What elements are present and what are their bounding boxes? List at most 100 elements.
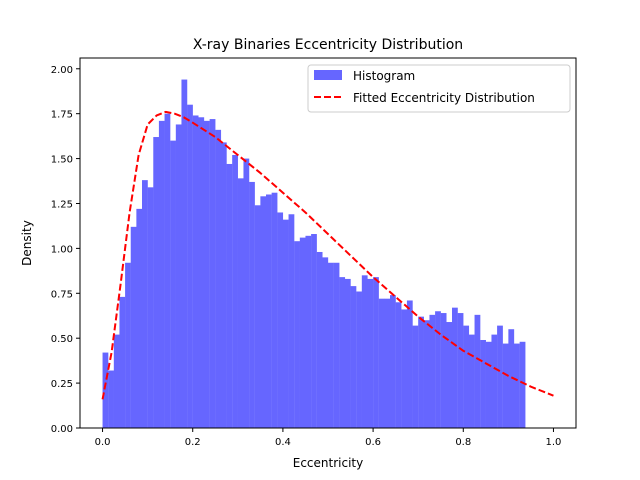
y-tick-label: 1.25	[51, 199, 73, 210]
histogram-bar	[322, 257, 329, 428]
histogram-bar	[468, 334, 475, 428]
y-tick-label: 1.50	[51, 155, 73, 166]
histogram-bar	[373, 277, 379, 428]
histogram-bar	[502, 343, 509, 428]
histogram-bar	[220, 142, 227, 428]
y-tick-label: 1.00	[51, 244, 73, 255]
histogram-bar	[406, 300, 413, 428]
histogram-bar	[119, 296, 126, 428]
histogram-bar	[108, 370, 114, 428]
histogram-bar	[350, 286, 357, 428]
histogram-bar	[277, 212, 284, 428]
histogram-bar	[474, 314, 481, 428]
histogram-bars	[102, 79, 526, 429]
histogram-bar	[232, 154, 238, 428]
legend-histogram-label: Histogram	[353, 69, 415, 83]
histogram-bar	[361, 275, 368, 428]
histogram-bar	[226, 163, 233, 428]
histogram-bar	[237, 178, 244, 428]
histogram-bar	[266, 194, 272, 428]
histogram-bar	[254, 205, 261, 428]
histogram-bar	[311, 234, 317, 428]
x-tick-label: 0.6	[365, 437, 381, 448]
histogram-bar	[299, 237, 306, 428]
histogram-bar	[175, 124, 182, 429]
histogram-bar	[294, 241, 300, 428]
histogram-bar	[423, 320, 430, 428]
histogram-bar	[339, 277, 346, 428]
fit-line-group	[101, 110, 554, 400]
histogram-bar	[209, 119, 216, 428]
histogram-bar	[390, 295, 396, 428]
histogram-bar	[215, 129, 222, 428]
x-axis-ticks: 0.0 0.2 0.4 0.6 0.8 1.0	[95, 428, 562, 448]
histogram-bar	[282, 219, 289, 428]
y-tick-label: 2.00	[51, 65, 73, 76]
histogram-bar	[519, 341, 526, 428]
histogram-bar	[452, 307, 458, 428]
x-axis-label: Eccentricity	[293, 456, 363, 470]
histogram-bar	[418, 316, 424, 428]
histogram-bar	[125, 262, 131, 428]
histogram-bar	[328, 262, 334, 428]
legend-histogram-swatch	[314, 70, 342, 80]
y-tick-label: 0.25	[51, 379, 73, 390]
histogram-bar	[181, 79, 188, 428]
histogram-bar	[288, 214, 295, 428]
histogram-bar	[204, 120, 210, 428]
y-tick-label: 1.75	[51, 110, 73, 121]
x-tick-label: 0.0	[95, 437, 111, 448]
histogram-bar	[485, 341, 492, 428]
legend: Histogram Fitted Eccentricity Distributi…	[307, 64, 571, 113]
histogram-bar	[514, 343, 520, 428]
histogram-bar	[395, 302, 402, 428]
histogram-bar	[187, 104, 193, 428]
histogram-bar	[102, 352, 109, 428]
histogram-bar	[170, 140, 176, 429]
histogram-bar	[344, 278, 351, 428]
histogram-bar	[384, 298, 391, 428]
histogram-bar	[198, 117, 205, 428]
plot-frame	[79, 57, 577, 429]
histogram-bar	[305, 235, 312, 428]
histogram-bar	[356, 291, 362, 428]
y-axis-label: Density	[20, 220, 34, 266]
x-tick-label: 0.4	[275, 437, 291, 448]
x-tick-label: 1.0	[546, 437, 562, 448]
histogram-bar	[142, 180, 148, 428]
histogram-bar	[457, 313, 464, 428]
histogram-bar	[153, 137, 160, 429]
legend-fit-label: Fitted Eccentricity Distribution	[353, 91, 535, 105]
y-tick-label: 0.00	[51, 424, 73, 435]
histogram-bar	[497, 325, 503, 428]
y-tick-label: 0.75	[51, 289, 73, 300]
y-axis-ticks: 0.00 0.25 0.50 0.75 1.00 1.25 1.50 1.75 2.00	[51, 65, 80, 435]
histogram-bar	[491, 334, 498, 428]
histogram-bar	[367, 278, 374, 428]
histogram-bar	[316, 251, 323, 428]
histogram-bar	[463, 325, 470, 428]
histogram-bar	[440, 313, 447, 428]
histogram-bar	[429, 314, 436, 428]
histogram-bar	[508, 329, 515, 428]
histogram-bar	[260, 196, 267, 428]
histogram-bar	[249, 181, 255, 428]
histogram-bar	[243, 158, 250, 428]
histogram-bar	[412, 325, 419, 428]
chart-title: X-ray Binaries Eccentricity Distribution	[193, 37, 463, 53]
histogram-bar	[401, 309, 408, 428]
histogram-bar	[113, 334, 120, 428]
histogram-bar	[136, 208, 143, 428]
fitted-distribution-line	[101, 110, 554, 400]
y-tick-label: 0.50	[51, 334, 73, 345]
histogram-bar	[164, 113, 171, 428]
x-tick-label: 0.8	[455, 437, 471, 448]
histogram-bar	[147, 187, 154, 428]
legend-box	[307, 64, 571, 113]
histogram-bar	[158, 120, 165, 428]
histogram-bar	[435, 311, 441, 428]
histogram-bar	[271, 192, 278, 428]
histogram-bar	[130, 226, 137, 428]
histogram-bar	[480, 339, 486, 428]
